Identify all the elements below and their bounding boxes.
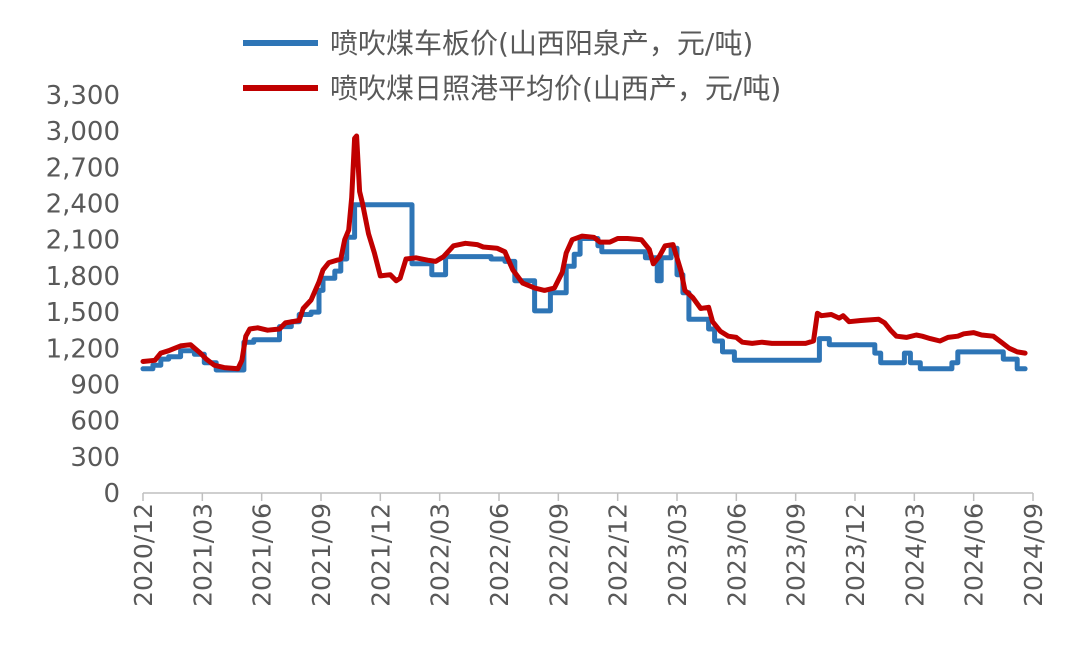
legend: 喷吹煤车板价(山西阳泉产，元/吨) 喷吹煤日照港平均价(山西产，元/吨): [243, 27, 781, 105]
series-line-2: [140, 133, 1028, 372]
y-tick-label: 1,800: [46, 262, 120, 292]
x-tick-label: 2022/09: [544, 503, 573, 607]
y-tick-label: 2,700: [46, 153, 120, 183]
series-lines: [140, 133, 1028, 373]
x-tick-label: 2021/12: [366, 503, 395, 607]
y-tick-label: 900: [70, 370, 120, 400]
x-tick-label: 2023/09: [782, 503, 811, 607]
x-tick-label: 2023/06: [722, 503, 751, 607]
y-tick-label: 3,300: [46, 81, 120, 111]
y-tick-label: 0: [103, 479, 120, 509]
x-tick-label: 2022/12: [604, 503, 633, 607]
legend-label-1: 喷吹煤车板价(山西阳泉产，元/吨): [330, 27, 753, 60]
x-tick-label: 2024/06: [960, 503, 989, 607]
x-tick-label: 2021/09: [307, 503, 336, 607]
series-line-1: [140, 202, 1028, 373]
y-tick-label: 2,400: [46, 190, 120, 220]
x-tick-label: 2023/03: [663, 503, 692, 607]
x-tick-label: 2022/03: [426, 503, 455, 607]
x-axis: 2020/12 2021/03 2021/06 2021/09 2021/12 2022/…: [129, 492, 1048, 607]
y-tick-label: 1,200: [46, 334, 120, 364]
y-tick-label: 600: [70, 407, 120, 437]
y-tick-label: 2,100: [46, 226, 120, 256]
y-axis: 0 300 600 900 1,200 1,500 1,800 2,100 2,400 2,700…: [46, 81, 120, 509]
y-tick-label: 3,000: [46, 117, 120, 147]
y-tick-label: 1,500: [46, 298, 120, 328]
x-tick-label: 2022/06: [485, 503, 514, 607]
y-tick-label: 300: [70, 443, 120, 473]
x-tick-label: 2024/03: [900, 503, 929, 607]
x-tick-label: 2020/12: [129, 503, 158, 607]
legend-label-2: 喷吹煤日照港平均价(山西产，元/吨): [330, 72, 781, 105]
x-tick-label: 2023/12: [841, 503, 870, 607]
x-tick-label: 2024/09: [1019, 503, 1048, 607]
x-tick-label: 2021/03: [188, 503, 217, 607]
x-tick-label: 2021/06: [248, 503, 277, 607]
